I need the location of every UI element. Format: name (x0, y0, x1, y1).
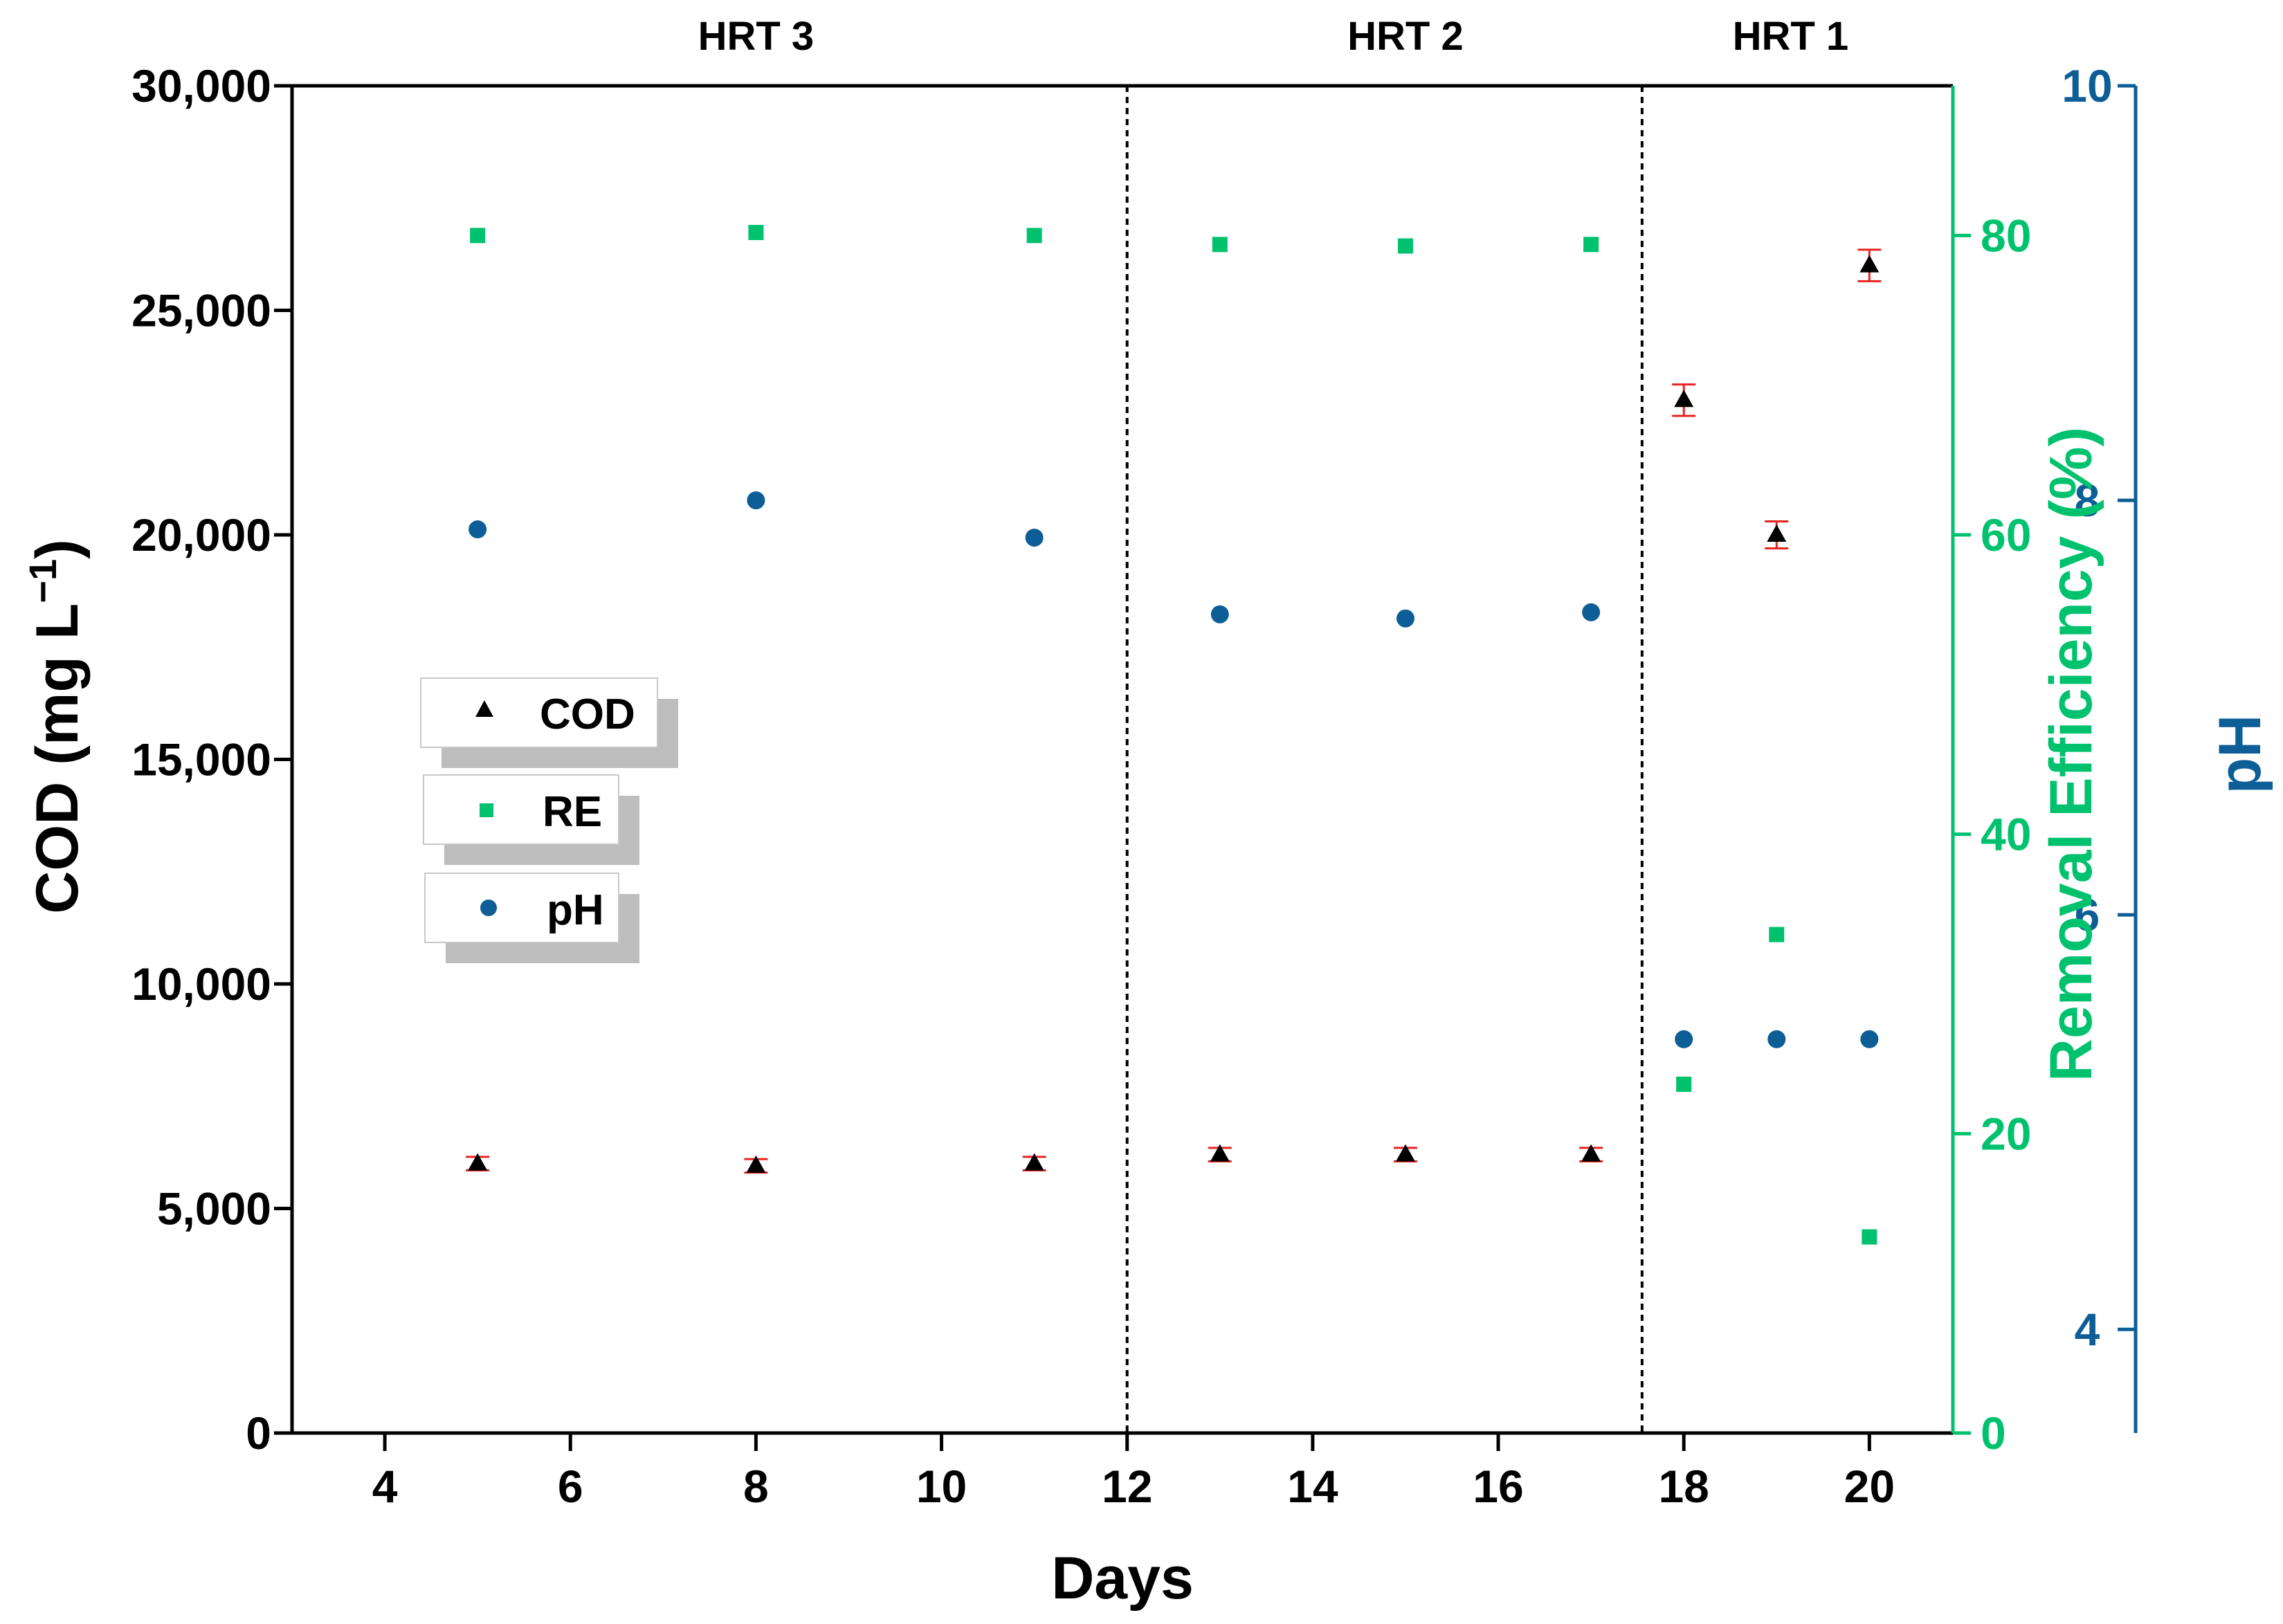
series-re (470, 225, 1877, 1245)
phase-dividers (1125, 86, 1644, 1433)
ph-point-2 (1025, 528, 1044, 547)
left-y-tick-label-4: 20,000 (131, 509, 271, 560)
phase-labels: HRT 3 HRT 2 HRT 1 (698, 14, 1849, 59)
phase-label-2: HRT 1 (1733, 14, 1849, 59)
series-ph (469, 491, 1879, 1048)
cod-point-7 (1767, 524, 1787, 542)
cod-point-2 (1024, 1153, 1044, 1171)
left-y-tick-label-6: 30,000 (131, 60, 271, 111)
x-axis-ticks: 4 6 8 10 12 14 16 18 20 (372, 1433, 1895, 1512)
left-y-axis-title-sup: −1 (21, 559, 64, 603)
re-y-axis-ticks: 0 20 40 60 80 (1953, 210, 2031, 1459)
ph-y-tick-label-2: 8 (2075, 475, 2100, 526)
x-tick-label-2: 8 (743, 1461, 769, 1512)
left-y-axis-ticks: 0 5,000 10,000 15,000 20,000 25,000 30,000 (131, 60, 292, 1459)
cod-point-5 (1581, 1144, 1601, 1162)
x-tick-label-1: 6 (558, 1461, 583, 1512)
re-y-tick-label-4: 80 (1981, 210, 2031, 261)
re-point-2 (1026, 228, 1042, 244)
legend-box-cod (420, 677, 658, 748)
re-point-5 (1583, 237, 1599, 253)
left-y-tick-label-0: 0 (246, 1407, 271, 1459)
re-y-tick-label-0: 0 (1981, 1407, 2006, 1459)
x-axis-title: Days (1051, 1545, 1194, 1612)
x-tick-label-5: 14 (1287, 1461, 1338, 1512)
re-point-4 (1397, 238, 1413, 254)
series-cod (466, 248, 1882, 1174)
legend-marker-ph (480, 900, 497, 916)
re-y-tick-label-1: 20 (1981, 1108, 2031, 1159)
ph-point-4 (1396, 609, 1415, 628)
left-y-axis-title-close: ) (24, 539, 91, 559)
cod-point-1 (746, 1155, 766, 1173)
x-tick-label-3: 10 (916, 1461, 967, 1512)
ph-point-3 (1210, 605, 1229, 623)
re-point-7 (1769, 927, 1785, 942)
ph-point-8 (1860, 1030, 1879, 1048)
legend-label-cod: COD (540, 691, 635, 738)
x-tick-label-7: 18 (1658, 1461, 1709, 1512)
left-y-axis-title: COD (mg L−1) (21, 539, 91, 914)
left-y-tick-label-1: 5,000 (157, 1183, 271, 1234)
left-y-tick-label-5: 25,000 (131, 285, 271, 336)
left-y-tick-label-2: 10,000 (131, 958, 271, 1010)
ph-y-tick-label-3: 10 (2062, 60, 2112, 111)
re-y-tick-label-2: 40 (1981, 809, 2031, 860)
ph-y-axis-ticks: 4 6 8 10 (2062, 60, 2136, 1355)
ph-point-7 (1767, 1030, 1786, 1048)
x-tick-label-4: 12 (1102, 1461, 1152, 1512)
cod-point-8 (1859, 255, 1880, 273)
re-point-1 (748, 225, 764, 241)
cod-point-0 (468, 1153, 488, 1171)
ph-point-5 (1582, 603, 1601, 621)
re-y-tick-label-3: 60 (1981, 509, 2031, 560)
ph-y-tick-label-0: 4 (2075, 1304, 2100, 1355)
legend: COD RE pH (420, 677, 678, 963)
x-tick-label-6: 16 (1473, 1461, 1523, 1512)
re-point-3 (1212, 237, 1228, 253)
re-y-axis-title: Removal Efficiency (%) (2038, 427, 2104, 1082)
cod-point-4 (1395, 1144, 1415, 1162)
legend-label-re: RE (543, 788, 602, 836)
ph-point-6 (1675, 1030, 1693, 1048)
left-y-axis-title-main: COD (mg L (24, 603, 91, 914)
left-y-tick-label-3: 15,000 (131, 734, 271, 785)
ph-point-1 (747, 491, 765, 510)
x-tick-label-8: 20 (1844, 1461, 1895, 1512)
legend-marker-re (480, 803, 493, 817)
cod-point-3 (1210, 1144, 1230, 1162)
ph-y-tick-label-1: 6 (2075, 889, 2100, 940)
ph-y-axis-title: pH (2207, 715, 2273, 794)
legend-box-re (423, 774, 619, 845)
re-point-0 (470, 228, 486, 244)
ph-point-0 (469, 520, 487, 539)
legend-box-ph (424, 873, 619, 943)
legend-marker-cod (475, 700, 493, 717)
re-point-6 (1676, 1076, 1692, 1092)
phase-label-1: HRT 2 (1347, 14, 1464, 59)
cod-point-6 (1674, 390, 1694, 408)
re-point-8 (1862, 1229, 1877, 1245)
phase-label-0: HRT 3 (698, 14, 815, 59)
legend-label-ph: pH (547, 886, 604, 934)
x-tick-label-0: 4 (372, 1461, 398, 1512)
